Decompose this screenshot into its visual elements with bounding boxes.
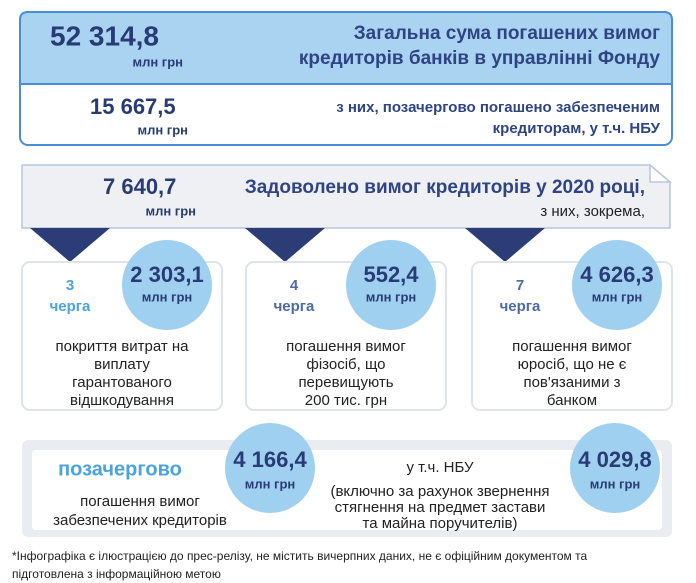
card-desc: гарантованого xyxy=(72,374,172,391)
circle xyxy=(122,240,212,330)
queue-number: 3 xyxy=(66,277,74,294)
priority-unit: млн грн xyxy=(137,122,188,137)
card-desc: відшкодування xyxy=(70,392,174,409)
footnote: *Інфографіка є ілюстрацією до прес-реліз… xyxy=(12,549,587,563)
year-box xyxy=(21,164,671,229)
extra-desc: забезпечених кредиторів xyxy=(53,512,227,529)
year-label: Задоволено вимог кредиторів у 2020 році, xyxy=(245,177,645,198)
card-desc: юросіб, що не є xyxy=(518,356,627,373)
card-desc: фізосіб, що xyxy=(307,356,386,373)
extra-unit: млн грн xyxy=(245,476,296,491)
card-desc: пов'язаними з xyxy=(523,374,620,391)
total-header xyxy=(19,11,673,85)
card-desc: 200 тис. грн xyxy=(305,392,387,409)
extra-value: 4 166,4 xyxy=(233,447,307,472)
fold xyxy=(649,163,673,183)
circle xyxy=(572,240,662,330)
total-value: 52 314,8 xyxy=(50,20,159,51)
year-label: з них, зокрема, xyxy=(540,203,645,220)
circle xyxy=(225,423,315,513)
nbu-title: у т.ч. НБУ xyxy=(406,459,474,476)
total-label: кредиторів банків в управлінні Фонду xyxy=(299,48,661,69)
card-value: 2 303,1 xyxy=(130,262,203,287)
card-unit: млн грн xyxy=(592,289,643,304)
priority-label: з них, позачергово погашено забезпеченим xyxy=(336,99,660,116)
card-unit: млн грн xyxy=(366,289,417,304)
year-value: 7 640,7 xyxy=(103,174,176,199)
nbu-desc: (включно за рахунок звернення xyxy=(330,483,549,500)
priority-value: 15 667,5 xyxy=(90,94,176,119)
total-label: Загальна сума погашених вимог xyxy=(354,23,660,44)
queue-number: 4 xyxy=(290,277,299,294)
queue-label: черга xyxy=(274,298,315,315)
queue-label: черга xyxy=(500,298,541,315)
card-desc: покриття витрат на xyxy=(55,338,189,355)
extra-title: позачергово xyxy=(58,458,182,480)
card-value: 552,4 xyxy=(363,262,419,287)
queue-number: 7 xyxy=(516,277,524,294)
card-desc: банком xyxy=(547,392,597,409)
card-value: 4 626,3 xyxy=(580,262,653,287)
extra-panel xyxy=(32,450,662,530)
pointer xyxy=(30,228,545,262)
priority-label: кредиторам, у т.ч. НБУ xyxy=(493,120,661,137)
nbu-desc: та майна поручителів) xyxy=(363,515,518,532)
queue-label: черга xyxy=(50,298,91,315)
circle xyxy=(570,423,660,513)
card-desc: погашення вимог xyxy=(286,338,406,355)
card-desc: виплату xyxy=(94,356,150,373)
nbu-unit: млн грн xyxy=(590,476,641,491)
extra-desc: погашення вимог xyxy=(80,493,200,510)
year-unit: млн грн xyxy=(145,203,196,218)
nbu-desc: стягнення на предмет застави xyxy=(335,499,546,516)
card-desc: перевищують xyxy=(298,374,393,391)
nbu-value: 4 029,8 xyxy=(578,447,651,472)
total-unit: млн грн xyxy=(132,54,183,69)
card-unit: млн грн xyxy=(142,289,193,304)
card-desc: погашення вимог xyxy=(512,338,632,355)
circle xyxy=(346,240,436,330)
footnote: підготовлена з інформаційною метою xyxy=(12,567,221,581)
